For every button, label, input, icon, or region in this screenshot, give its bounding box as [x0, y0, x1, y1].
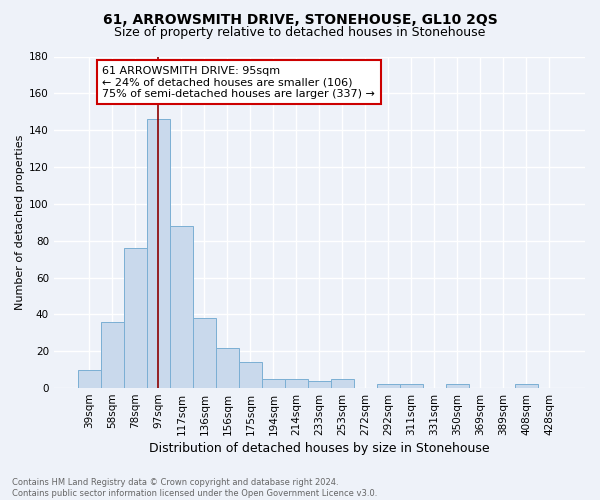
- Text: 61, ARROWSMITH DRIVE, STONEHOUSE, GL10 2QS: 61, ARROWSMITH DRIVE, STONEHOUSE, GL10 2…: [103, 12, 497, 26]
- Bar: [147, 119, 170, 388]
- Bar: [285, 379, 308, 388]
- Bar: [193, 318, 216, 388]
- Bar: [400, 384, 423, 388]
- Text: Size of property relative to detached houses in Stonehouse: Size of property relative to detached ho…: [115, 26, 485, 39]
- Bar: [377, 384, 400, 388]
- Bar: [262, 379, 285, 388]
- Bar: [170, 226, 193, 388]
- X-axis label: Distribution of detached houses by size in Stonehouse: Distribution of detached houses by size …: [149, 442, 490, 455]
- Bar: [101, 322, 124, 388]
- Bar: [124, 248, 147, 388]
- Bar: [308, 380, 331, 388]
- Bar: [239, 362, 262, 388]
- Text: Contains HM Land Registry data © Crown copyright and database right 2024.
Contai: Contains HM Land Registry data © Crown c…: [12, 478, 377, 498]
- Bar: [216, 348, 239, 388]
- Bar: [78, 370, 101, 388]
- Text: 61 ARROWSMITH DRIVE: 95sqm
← 24% of detached houses are smaller (106)
75% of sem: 61 ARROWSMITH DRIVE: 95sqm ← 24% of deta…: [102, 66, 375, 99]
- Y-axis label: Number of detached properties: Number of detached properties: [15, 134, 25, 310]
- Bar: [515, 384, 538, 388]
- Bar: [446, 384, 469, 388]
- Bar: [331, 379, 354, 388]
